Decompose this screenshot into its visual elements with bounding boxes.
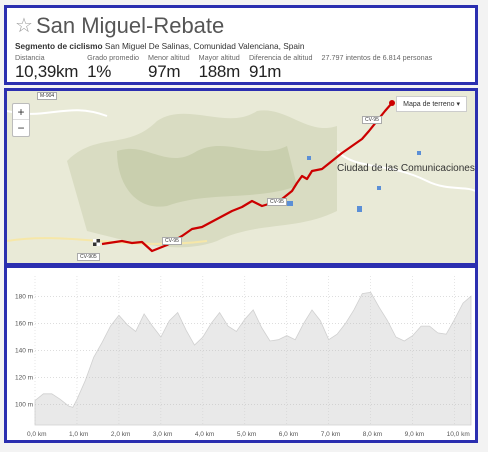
stat-max-altitude: Mayor altitud 188m (198, 53, 241, 82)
minor-road (336, 150, 475, 192)
segment-subtitle: Segmento de ciclismo San Miguel De Salin… (15, 41, 467, 51)
zoom-controls: + − (12, 103, 30, 137)
place-label: Ciudad de las Comunicaciones (337, 163, 475, 174)
segment-stats: Distancia 10,39km Grado promedio 1% Meno… (15, 53, 467, 82)
end-marker (389, 100, 395, 106)
reservoir (357, 206, 362, 212)
segment-title: San Miguel-Rebate (35, 13, 225, 38)
x-tick-label: 8,0 km (363, 431, 383, 438)
start-flag-check (93, 239, 97, 243)
stat-grade: Grado promedio 1% (87, 53, 139, 82)
x-tick-label: 3,0 km (153, 431, 173, 438)
star-icon[interactable]: ☆ (15, 15, 33, 37)
elevation-chart: 100 m 120 m 140 m 160 m 180 m 0,0 km 1,0 km 2,0… (15, 276, 472, 438)
road-label: M-904 (37, 92, 58, 100)
x-tick-label: 2,0 km (111, 431, 131, 438)
x-tick-label: 6,0 km (279, 431, 299, 438)
stat-label: Menor altitud (148, 53, 190, 62)
x-tick-label: 1,0 km (69, 431, 89, 438)
terrain-ridges (117, 146, 297, 207)
segment-type: Segmento de ciclismo (15, 41, 103, 51)
y-tick-label: 140 m (15, 348, 33, 355)
reservoir (377, 186, 381, 190)
x-tick-label: 5,0 km (237, 431, 257, 438)
stat-label: Distancia (15, 53, 45, 62)
start-flag-check (96, 242, 100, 246)
segment-map[interactable]: + − Mapa de terreno ▾ Ciudad de las Comu… (4, 88, 478, 266)
y-tick-label: 120 m (15, 375, 33, 382)
zoom-in-button[interactable]: + (13, 104, 29, 120)
reservoir (287, 201, 293, 206)
y-tick-label: 100 m (15, 402, 33, 409)
segment-header: ☆ San Miguel-Rebate Segmento de ciclismo… (4, 5, 478, 85)
terrain-map (7, 100, 475, 253)
stat-distance: Distancia 10,39km (15, 53, 78, 82)
elevation-area (34, 291, 472, 426)
stat-label: Mayor altitud (198, 53, 240, 62)
x-tick-label: 0,0 km (27, 431, 47, 438)
reservoir (307, 156, 311, 160)
road-label: CV-95 (162, 237, 182, 245)
elevation-profile: 100 m 120 m 140 m 160 m 180 m 0,0 km 1,0 km 2,0… (4, 265, 478, 443)
stat-label: Diferencia de altitud (248, 53, 313, 62)
zoom-out-button[interactable]: − (17, 121, 25, 135)
segment-location: San Miguel De Salinas, Comunidad Valenci… (104, 41, 305, 51)
road-label: CV-95 (267, 198, 287, 206)
x-tick-label: 4,0 km (195, 431, 215, 438)
stat-value: 97m (148, 62, 181, 81)
attempts-count: 27.797 intentos de 6.814 personas (321, 53, 433, 62)
place-name: Ciudad de las Comunicaciones (337, 163, 475, 174)
stat-elevation-diff: Diferencia de altitud 91m (249, 53, 313, 82)
x-tick-label: 9,0 km (405, 431, 425, 438)
x-tick-label: 10,0 km (447, 431, 470, 438)
stat-min-altitude: Menor altitud 97m (148, 53, 190, 82)
stat-value: 10,39km (15, 62, 79, 81)
y-tick-label: 180 m (15, 293, 33, 300)
stat-value: 91m (248, 62, 282, 81)
reservoir (417, 151, 421, 155)
road-label: CV-905 (77, 253, 100, 261)
stat-label: Grado promedio (87, 53, 140, 62)
x-tick-label: 7,0 km (321, 431, 341, 438)
title-row: ☆ San Miguel-Rebate (15, 11, 467, 41)
stat-value: 1% (87, 62, 112, 81)
stat-value: 188m (198, 62, 241, 81)
road-label: CV-95 (362, 116, 382, 124)
y-tick-label: 160 m (15, 320, 33, 327)
map-type-select[interactable]: Mapa de terreno ▾ (396, 96, 467, 112)
